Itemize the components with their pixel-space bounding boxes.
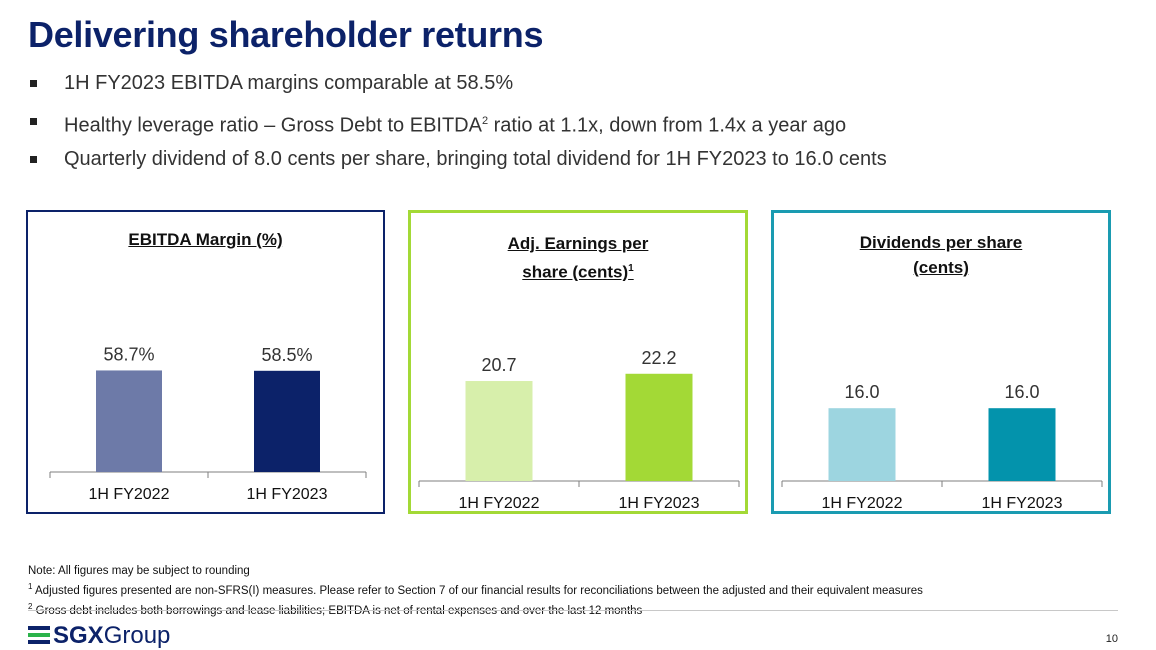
chart-plot: 16.0 1H FY2022 16.0 1H FY2023 <box>781 382 1103 512</box>
chart-plot: 58.7% 1H FY2022 58.5% 1H FY2023 <box>49 344 367 503</box>
dividends-chart: Dividends per share (cents) 16.0 1H FY202… <box>771 210 1111 514</box>
data-label: 20.7 <box>481 355 516 375</box>
bullet-text: 1H FY2023 EBITDA margins comparable at 5… <box>64 72 514 94</box>
data-label: 16.0 <box>1004 382 1039 402</box>
logo-mark-icon <box>28 626 50 647</box>
footnote-ref: 2 <box>481 115 489 127</box>
page-number: 10 <box>1105 633 1118 645</box>
bullet-text: Quarterly dividend of 8.0 cents per shar… <box>64 148 887 170</box>
x-tick-label: 1H FY2022 <box>822 495 903 512</box>
bar-1h-fy2023 <box>625 373 693 481</box>
chart-title: Dividends per share (cents) <box>859 233 1023 277</box>
bar-1h-fy2023 <box>988 408 1056 481</box>
bar-1h-fy2022 <box>828 408 896 481</box>
x-tick-label: 1H FY2022 <box>89 486 170 503</box>
bar-1h-fy2022 <box>465 381 533 481</box>
adj-eps-chart: Adj. Earnings per share (cents)1 20.7 1H … <box>408 210 748 514</box>
ebitda-margin-chart: EBITDA Margin (%) 58.7% 1H FY2022 58.5% 1H … <box>26 210 385 514</box>
bullet-square-icon <box>30 118 37 125</box>
data-label: 58.7% <box>103 344 154 364</box>
footnotes: Note: All figures may be subject to roun… <box>28 563 923 619</box>
page-title: Delivering shareholder returns <box>28 14 544 55</box>
footer-divider <box>28 610 1118 611</box>
bar-1h-fy2023 <box>254 370 320 472</box>
bar-1h-fy2022 <box>96 370 162 472</box>
x-tick-label: 1H FY2023 <box>619 495 700 512</box>
data-label: 16.0 <box>844 382 879 402</box>
footnote-2: 2 Gross debt includes both borrowings an… <box>28 601 642 617</box>
bullet-square-icon <box>30 156 37 163</box>
bullet-text: Healthy leverage ratio – Gross Debt to E… <box>64 114 847 137</box>
footnote-note: Note: All figures may be subject to roun… <box>28 565 250 577</box>
footnote-ref: 1 <box>628 263 634 274</box>
chart-title: Adj. Earnings per share (cents)1 <box>507 234 649 282</box>
bullet-square-icon <box>30 80 37 87</box>
x-tick-label: 1H FY2023 <box>982 495 1063 512</box>
data-label: 58.5% <box>261 345 312 365</box>
data-label: 22.2 <box>641 348 676 368</box>
x-tick-label: 1H FY2023 <box>247 486 328 503</box>
x-tick-label: 1H FY2022 <box>459 495 540 512</box>
footnote-1: 1 Adjusted figures presented are non-SFR… <box>28 582 923 597</box>
chart-title: EBITDA Margin (%) <box>128 230 283 249</box>
chart-plot: 20.7 1H FY2022 22.2 1H FY2023 <box>418 348 740 512</box>
